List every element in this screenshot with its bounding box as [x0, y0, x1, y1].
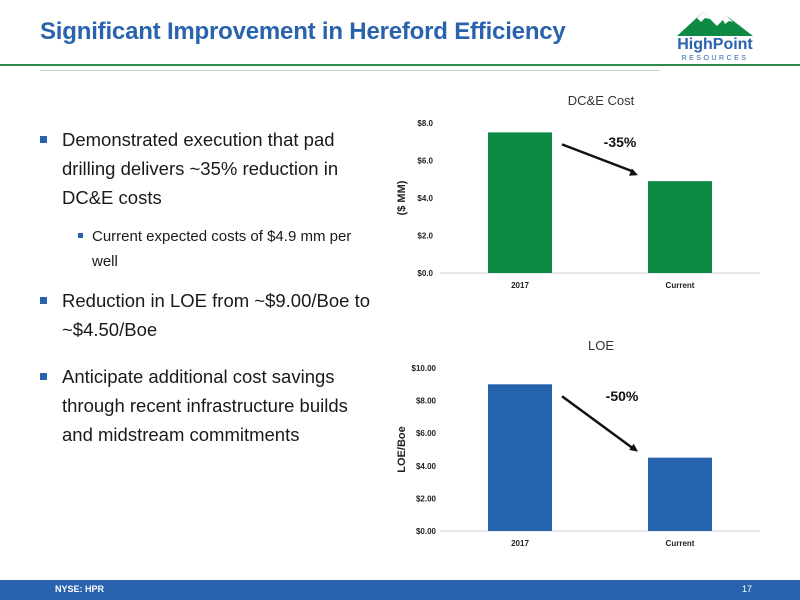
dce-cost-chart: DC&E Cost ($ MM) $0.0 $2.0 $4.0 $6.0 $8.0 2017 C… [396, 93, 760, 290]
bar [488, 384, 552, 531]
bullet-item: Reduction in LOE from ~$9.00/Boe to ~$4.… [40, 286, 380, 344]
bullet-text: Demonstrated execution that pad drilling… [62, 129, 339, 208]
header-divider [0, 64, 800, 66]
bullet-list: Demonstrated execution that pad drilling… [40, 125, 380, 449]
page-title: Significant Improvement in Hereford Effi… [40, 18, 566, 45]
y-axis-label: LOE/Boe [396, 426, 408, 472]
x-tick-label: Current [666, 281, 695, 290]
y-tick-label: $2.00 [416, 494, 437, 503]
square-bullet-icon [78, 233, 83, 238]
annotation-label: -50% [606, 388, 639, 404]
page-number: 17 [741, 584, 752, 594]
y-tick-label: $0.00 [416, 527, 437, 536]
bullet-text: Reduction in LOE from ~$9.00/Boe to ~$4.… [62, 290, 371, 340]
arrow-head-icon [629, 168, 638, 176]
logo-subtitle: RESOURCES [681, 55, 749, 62]
company-logo: HighPoint RESOURCES [655, 6, 775, 68]
sub-bullet-item: Current expected costs of $4.9 mm per we… [78, 224, 380, 274]
y-tick-label: $8.00 [416, 397, 437, 406]
mountain-logo-icon [677, 12, 753, 36]
square-bullet-icon [40, 373, 47, 380]
ticker-label: NYSE: HPR [55, 584, 105, 594]
arrow-head-icon [629, 443, 638, 452]
loe-chart: LOE LOE/Boe $0.00 $2.00 $4.00 $6.00 $8.00 $10.0… [396, 338, 760, 548]
annotation-label: -35% [604, 134, 637, 150]
y-tick-label: $0.0 [417, 269, 433, 278]
reduction-arrow-icon [561, 143, 633, 173]
chart-title: LOE [588, 338, 614, 353]
bullet-item: Demonstrated execution that pad drilling… [40, 125, 380, 212]
y-tick-label: $8.0 [417, 119, 433, 128]
chart-title: DC&E Cost [568, 93, 635, 108]
bar [648, 457, 712, 531]
y-tick-label: $2.0 [417, 232, 433, 241]
y-tick-label: $4.0 [417, 194, 433, 203]
reduction-arrow-icon [561, 395, 633, 449]
bullet-item: Anticipate additional cost savings throu… [40, 362, 380, 449]
x-tick-label: Current [666, 539, 695, 548]
bar [488, 132, 552, 273]
y-tick-label: $10.00 [412, 364, 437, 373]
bar [648, 181, 712, 273]
footer-bar: NYSE: HPR 17 [0, 580, 800, 600]
y-tick-label: $6.0 [417, 157, 433, 166]
x-tick-label: 2017 [511, 539, 529, 548]
header-divider-thin [40, 70, 660, 71]
square-bullet-icon [40, 297, 47, 304]
logo-name: HighPoint [677, 36, 753, 53]
x-tick-label: 2017 [511, 281, 529, 290]
y-axis-label: ($ MM) [396, 180, 408, 215]
sub-bullet-text: Current expected costs of $4.9 mm per we… [92, 228, 352, 270]
y-tick-label: $4.00 [416, 462, 437, 471]
square-bullet-icon [40, 136, 47, 143]
bullet-text: Anticipate additional cost savings throu… [62, 366, 348, 445]
y-tick-label: $6.00 [416, 429, 437, 438]
